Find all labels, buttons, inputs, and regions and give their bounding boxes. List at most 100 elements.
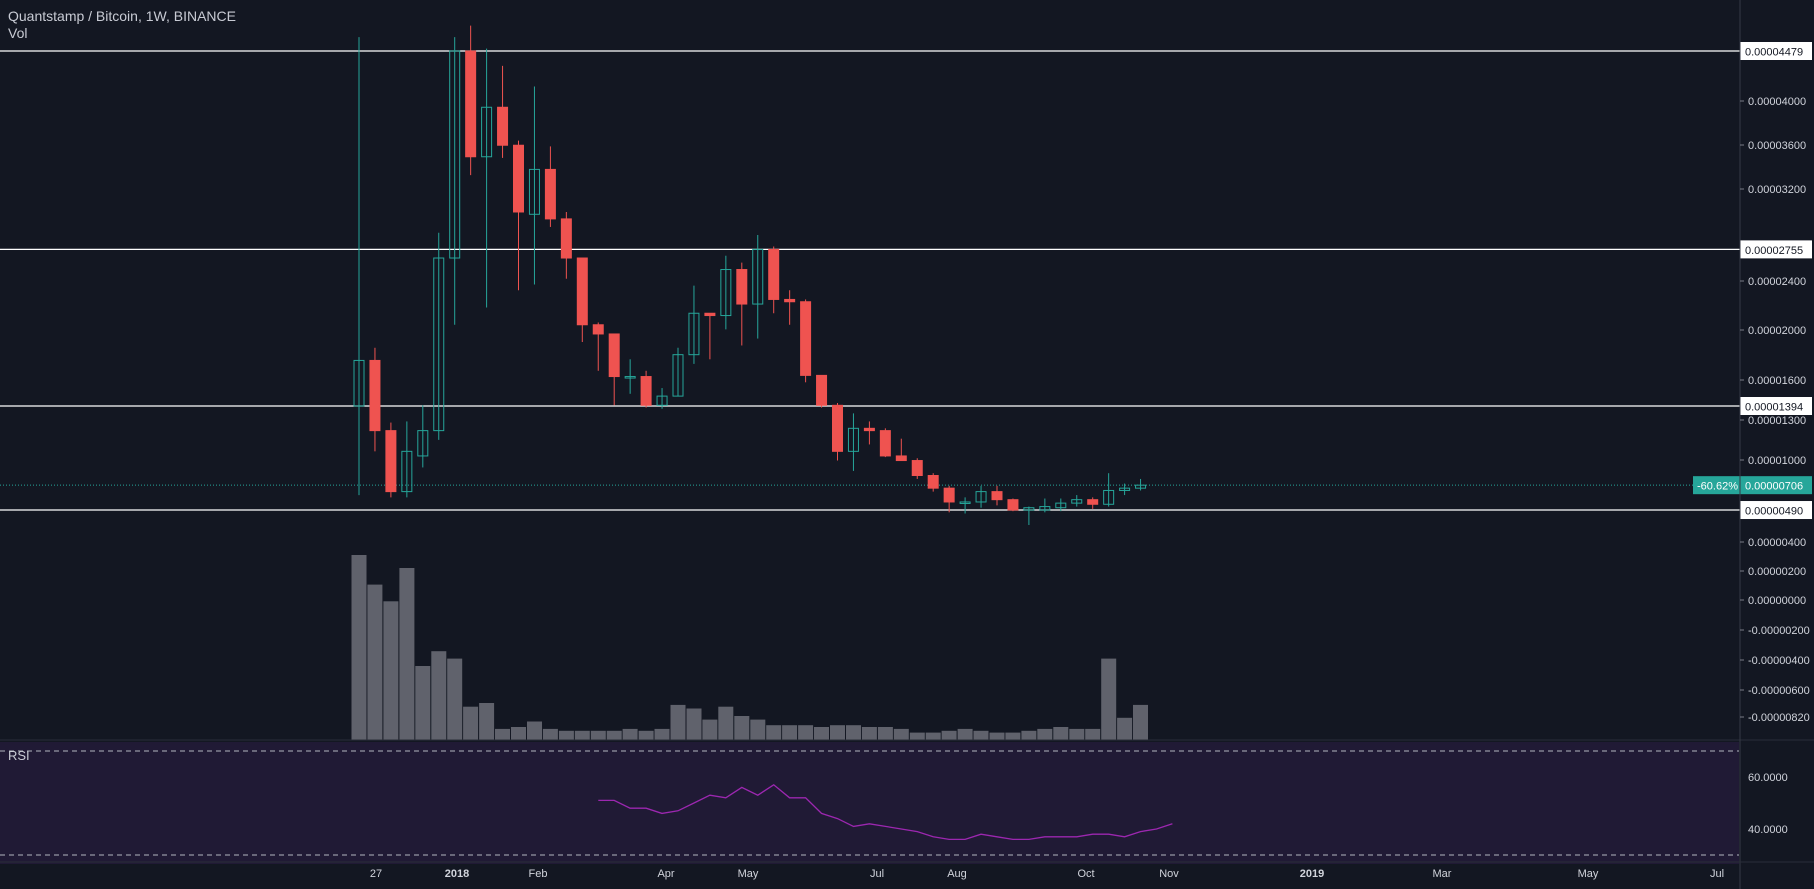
horizontal-levels[interactable] bbox=[0, 50, 1740, 511]
rsi-background bbox=[0, 742, 1739, 864]
volume-bar bbox=[670, 704, 686, 740]
volume-bar bbox=[1133, 704, 1148, 740]
candle-body bbox=[401, 450, 413, 493]
symbol-title: Quantstamp / Bitcoin, 1W, BINANCE bbox=[8, 8, 236, 24]
change-badge bbox=[1693, 476, 1740, 495]
candle-body bbox=[927, 475, 939, 489]
volume-bar bbox=[702, 719, 718, 740]
volume-bar bbox=[861, 727, 877, 740]
x-tick-label: Jul bbox=[1710, 868, 1724, 880]
candle-body bbox=[1023, 507, 1035, 511]
candle-body bbox=[544, 168, 556, 220]
volume-bar bbox=[463, 706, 479, 740]
volume-bar bbox=[941, 730, 957, 741]
volume-bar bbox=[511, 727, 526, 740]
candle-body bbox=[832, 404, 843, 452]
volume-bar bbox=[399, 568, 415, 741]
candle-body bbox=[465, 50, 477, 158]
y-tick-label: 0.00000400 bbox=[1748, 537, 1806, 549]
candle-body bbox=[513, 144, 524, 213]
level-price-label: 0.00004479 bbox=[1745, 47, 1803, 59]
volume-bar bbox=[1021, 730, 1037, 741]
candle-body bbox=[1071, 499, 1083, 504]
candle-body bbox=[353, 359, 365, 407]
level-price-label: 0.00000490 bbox=[1745, 506, 1803, 518]
candle-body bbox=[528, 168, 540, 215]
volume-bar bbox=[367, 584, 383, 740]
level-price-label: 0.00001394 bbox=[1745, 402, 1803, 414]
last-price-label: 0.00000706 bbox=[1745, 481, 1803, 493]
volume-bar bbox=[415, 666, 431, 740]
volume-bar bbox=[957, 728, 973, 740]
price-axis[interactable]: 0.00004479 0.00002755 0.00001394 0.00000490… bbox=[1693, 0, 1812, 889]
x-tick-label: 2019 bbox=[1300, 868, 1324, 880]
candle-body bbox=[959, 501, 971, 504]
volume-bar bbox=[830, 725, 845, 740]
volume-bar bbox=[909, 732, 925, 740]
candle-body bbox=[800, 301, 812, 376]
volume-bar bbox=[782, 725, 798, 740]
x-tick-label: Aug bbox=[947, 868, 967, 880]
x-tick-label: 27 bbox=[370, 868, 382, 880]
candle-body bbox=[847, 427, 859, 452]
candle-body bbox=[481, 106, 493, 158]
candle-body bbox=[624, 376, 636, 379]
candle-body bbox=[1135, 484, 1147, 489]
volume-bar bbox=[431, 651, 447, 740]
volume-bar bbox=[989, 732, 1005, 740]
candle-body bbox=[1119, 487, 1131, 491]
candle-body bbox=[863, 427, 875, 432]
volume-bar bbox=[1117, 717, 1133, 740]
candle-body bbox=[752, 248, 764, 305]
y-tick-label: 0.00004000 bbox=[1748, 96, 1806, 108]
volume-bar bbox=[814, 727, 829, 740]
candles bbox=[353, 25, 1147, 525]
volume-bar bbox=[877, 727, 893, 740]
rsi-tick-label: 60.0000 bbox=[1748, 772, 1788, 784]
volume-bar bbox=[590, 730, 606, 741]
candle-body bbox=[720, 269, 732, 317]
volume-bar bbox=[1005, 732, 1021, 740]
candle-body bbox=[911, 460, 923, 477]
candle-body bbox=[560, 218, 572, 259]
y-tick-label: -0.00000200 bbox=[1748, 625, 1810, 637]
y-tick-label: 0.00001300 bbox=[1748, 415, 1806, 427]
candle-body bbox=[497, 106, 509, 146]
candle-body bbox=[895, 455, 907, 462]
last-price-box bbox=[1740, 476, 1812, 495]
candle-body bbox=[943, 487, 955, 503]
volume-bar bbox=[1069, 728, 1085, 740]
candle-body bbox=[672, 354, 684, 397]
volume-bar bbox=[893, 728, 909, 740]
candle-body bbox=[1103, 489, 1115, 505]
volume-bar bbox=[1101, 658, 1117, 740]
volume-bar bbox=[973, 730, 989, 741]
volume-bars bbox=[351, 555, 1148, 741]
y-tick-label: 0.00001000 bbox=[1748, 455, 1806, 467]
y-tick-label: 0.00003600 bbox=[1748, 140, 1806, 152]
volume-bar bbox=[1085, 728, 1101, 740]
candle-body bbox=[385, 430, 397, 493]
y-tick-label: 0.00000000 bbox=[1748, 595, 1806, 607]
volume-bar bbox=[750, 719, 766, 740]
y-tick-label: -0.00000600 bbox=[1748, 685, 1810, 697]
volume-bar bbox=[606, 730, 622, 741]
candle-body bbox=[1007, 499, 1019, 511]
candle-body bbox=[592, 324, 604, 335]
x-tick-label: May bbox=[1578, 868, 1599, 880]
level-price-box bbox=[1740, 42, 1812, 60]
volume-bar bbox=[686, 708, 702, 740]
candle-body bbox=[1039, 506, 1051, 511]
level-price-label: 0.00002755 bbox=[1745, 245, 1803, 257]
candle-body bbox=[768, 248, 780, 300]
chart-legend: Quantstamp / Bitcoin, 1W, BINANCE Vol bbox=[8, 8, 236, 42]
x-tick-label: Mar bbox=[1433, 868, 1452, 880]
time-axis[interactable]: 27 2018 Feb Apr May Jul Aug Oct Nov 2019 Mar May Jul bbox=[0, 861, 1814, 880]
volume-bar bbox=[925, 732, 941, 740]
x-tick-label: Nov bbox=[1159, 868, 1179, 880]
volume-bar bbox=[495, 728, 510, 740]
volume-bar bbox=[558, 730, 574, 741]
candle-body bbox=[417, 430, 429, 457]
volume-bar bbox=[622, 728, 638, 740]
